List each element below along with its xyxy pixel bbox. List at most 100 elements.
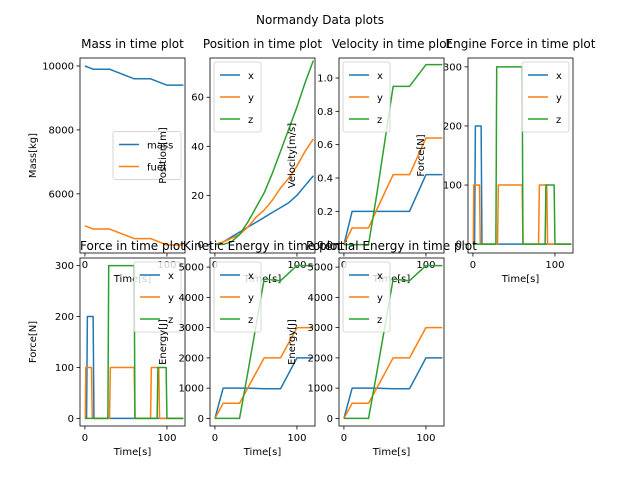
legend-label-y: y <box>556 93 562 104</box>
legend-label-y: y <box>168 293 174 304</box>
y-tick-label: 0 <box>198 414 204 425</box>
legend-label-mass: mass <box>147 141 173 152</box>
axes-frame <box>79 257 186 427</box>
panel-3: Velocity in time plot01000.00.20.40.60.8… <box>287 37 452 285</box>
y-tick-label: 0 <box>68 414 74 425</box>
y-tick-label: 0 <box>327 414 333 425</box>
y-axis-label: Force[N] <box>28 321 39 363</box>
plot-lines <box>84 264 184 420</box>
y-tick-label: 8000 <box>49 125 74 136</box>
x-tick-label: 100 <box>416 433 435 444</box>
y-tick-label: 2000 <box>179 353 204 364</box>
legend: xyz <box>521 61 570 133</box>
y-tick-label: 4000 <box>179 293 204 304</box>
legend: xyz <box>342 261 391 333</box>
panel-4: Engine Force in time plot 0 100 0 100 200 300 T… <box>416 37 596 285</box>
x-tick-label: 0 <box>82 433 88 444</box>
panel-title: Mass in time plot <box>81 37 184 51</box>
axes-frame <box>79 57 186 254</box>
y-tick-label: 100 <box>443 181 462 192</box>
y-tick-label: 0.2 <box>317 207 333 218</box>
series-line-x <box>343 357 443 419</box>
legend-label-y: y <box>248 93 254 104</box>
legend: xyz <box>213 61 262 133</box>
series-line-y <box>214 326 314 419</box>
legend-label-x: x <box>248 71 254 82</box>
y-tick-label: 0 <box>198 240 204 251</box>
y-tick-label: 60 <box>191 93 204 104</box>
y-tick-label: 4000 <box>308 293 333 304</box>
y-tick-label: 40 <box>191 142 204 153</box>
figure-suptitle: Normandy Data plots <box>256 13 384 27</box>
legend-label-z: z <box>556 115 561 126</box>
y-tick-label: 200 <box>443 121 462 132</box>
series-line-y <box>343 326 443 419</box>
legend-label-x: x <box>248 271 254 282</box>
panel-title: Force in time plot <box>80 239 185 253</box>
x-axis-label: Time[s] <box>372 274 411 285</box>
series-line-fuel <box>84 225 184 246</box>
y-axis-label: Velocity[m/s] <box>287 123 298 188</box>
series-line-z <box>84 264 184 420</box>
x-axis-label: Time[s] <box>243 274 282 285</box>
panel-title: Kinetic Energy in time plot <box>183 239 342 253</box>
legend-label-fuel: fuel <box>147 163 166 174</box>
x-axis-label: Time[s] <box>243 447 282 458</box>
x-tick-label: 100 <box>287 433 306 444</box>
panel-title: Position in time plot <box>203 37 323 51</box>
legend-label-z: z <box>377 315 382 326</box>
y-axis-label: Energy[J] <box>158 319 169 365</box>
x-axis-label: Time[s] <box>501 274 540 285</box>
legend: xyz <box>133 261 182 333</box>
x-tick-label: 0 <box>470 260 476 271</box>
y-tick-label: 20 <box>191 191 204 202</box>
panel-title: Velocity in time plot <box>332 37 452 51</box>
axes-frame <box>338 57 445 254</box>
legend-label-x: x <box>168 271 174 282</box>
legend-label-y: y <box>377 293 383 304</box>
series-line-x <box>214 357 314 419</box>
legend: xyz <box>342 61 391 133</box>
plot-lines <box>214 60 315 246</box>
y-axis-label: Energy[J] <box>287 319 298 365</box>
series-line-y <box>343 137 443 246</box>
panel-title: Engine Force in time plot <box>446 37 596 51</box>
x-tick-label: 0 <box>341 433 347 444</box>
plot-lines <box>343 63 443 246</box>
series-line-z <box>214 60 315 246</box>
y-tick-label: 3000 <box>179 323 204 334</box>
y-axis-label: Force[N] <box>416 134 427 176</box>
y-tick-label: 1.0 <box>317 74 333 85</box>
x-tick-label: 100 <box>157 433 176 444</box>
series-line-y <box>214 138 314 246</box>
y-tick-label: 100 <box>55 363 74 374</box>
y-tick-label: 0.0 <box>317 240 333 251</box>
legend-label-y: y <box>248 293 254 304</box>
series-line-z <box>343 63 443 246</box>
y-tick-label: 6000 <box>49 189 74 200</box>
y-axis-label: Mass[kg] <box>28 133 39 178</box>
plot-lines <box>472 66 572 245</box>
legend-label-z: z <box>248 315 253 326</box>
legend-box <box>112 131 182 180</box>
y-tick-label: 300 <box>55 261 74 272</box>
y-axis-label: Position[m] <box>158 127 169 184</box>
y-tick-label: 2000 <box>308 353 333 364</box>
panel-1: Mass in time plot01006000800010000Time[s… <box>28 37 186 285</box>
legend-label-x: x <box>377 71 383 82</box>
series-line-x <box>343 173 443 245</box>
y-tick-label: 10000 <box>42 61 74 72</box>
y-tick-label: 200 <box>55 312 74 323</box>
legend-label-y: y <box>377 93 383 104</box>
legend-label-z: z <box>377 115 382 126</box>
x-tick-label: 0 <box>82 260 88 271</box>
axes-frame <box>209 57 316 254</box>
legend: mass fuel <box>112 131 182 180</box>
y-tick-label: 5000 <box>179 263 204 274</box>
legend: xyz <box>213 261 262 333</box>
y-tick-label: 0 <box>456 240 462 251</box>
plot-lines <box>84 65 184 246</box>
